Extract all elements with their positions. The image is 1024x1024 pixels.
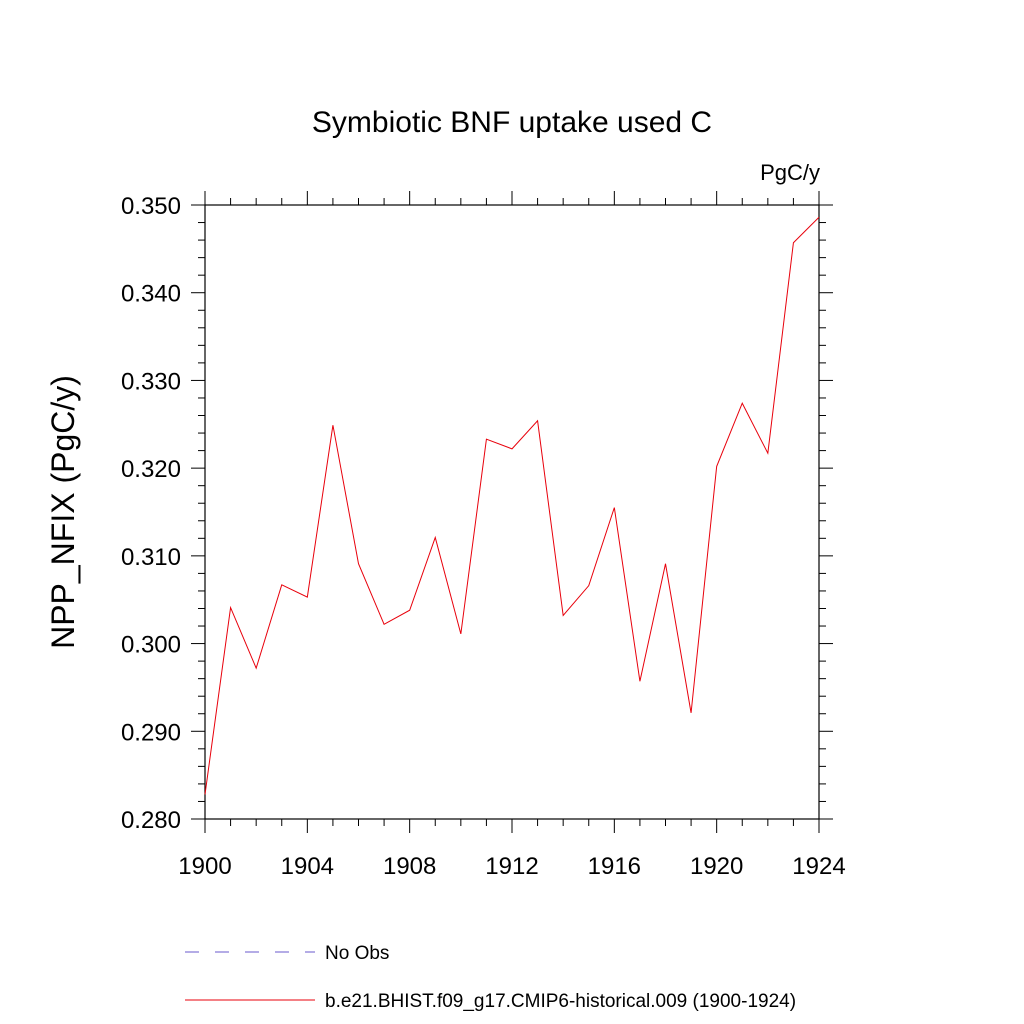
chart-title: Symbiotic BNF uptake used C: [312, 106, 712, 139]
x-tick-label: 1920: [690, 853, 743, 880]
x-tick-label: 1900: [178, 853, 231, 880]
legend: No Obs b.e21.BHIST.f09_g17.CMIP6-histori…: [185, 943, 796, 1012]
x-tick-label: 1908: [383, 853, 436, 880]
series-layer: [204, 216, 820, 795]
x-tick-label: 1924: [792, 853, 845, 880]
units-label: PgC/y: [760, 160, 820, 185]
series-line-historical: [204, 216, 820, 795]
y-axis-label: NPP_NFIX (PgC/y): [45, 375, 81, 649]
y-tick-label: 0.330: [121, 368, 181, 395]
y-tick-label: 0.300: [121, 632, 181, 659]
axis-ticks: [191, 191, 833, 833]
y-tick-label: 0.290: [121, 719, 181, 746]
y-tick-label: 0.310: [121, 544, 181, 571]
legend-label-no-obs: No Obs: [325, 943, 389, 964]
x-tick-labels: 1900 1904 1908 1912 1916 1920 1924: [178, 853, 845, 880]
y-tick-label: 0.280: [121, 807, 181, 834]
plot-frame: [204, 204, 820, 820]
y-tick-label: 0.350: [121, 193, 181, 220]
x-tick-label: 1912: [485, 853, 538, 880]
x-tick-label: 1904: [281, 853, 334, 880]
y-tick-label: 0.320: [121, 456, 181, 483]
legend-label-historical: b.e21.BHIST.f09_g17.CMIP6-historical.009…: [325, 991, 796, 1012]
y-tick-labels: 0.280 0.290 0.300 0.310 0.320 0.330 0.340 0.350: [121, 193, 181, 834]
y-tick-label: 0.340: [121, 281, 181, 308]
x-tick-label: 1916: [588, 853, 641, 880]
